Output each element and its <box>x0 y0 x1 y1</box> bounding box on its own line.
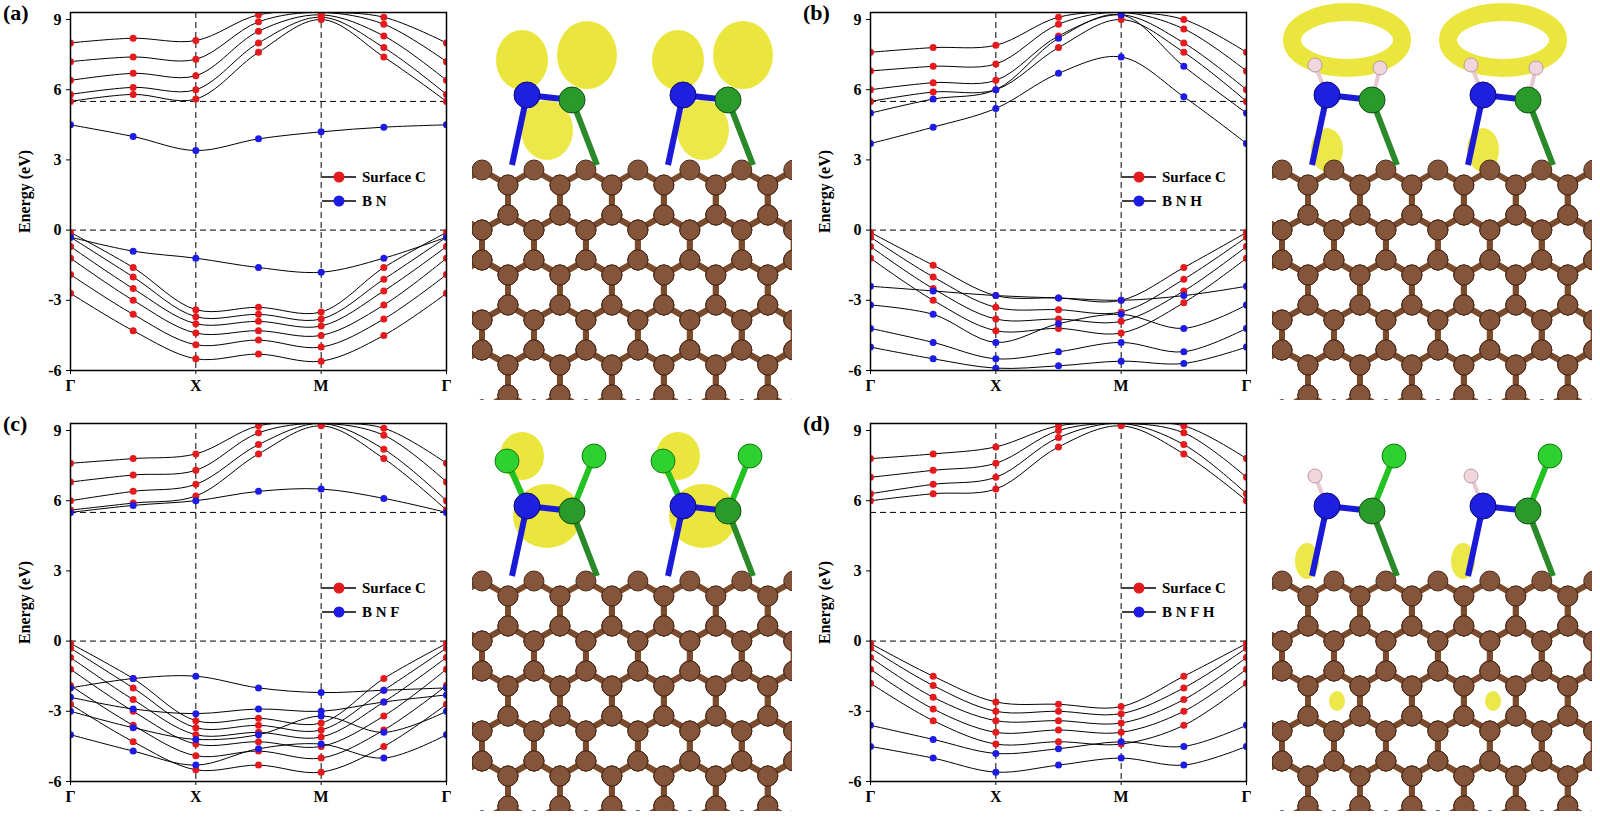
svg-text:Energy (eV): Energy (eV) <box>816 561 834 644</box>
svg-text:-3: -3 <box>848 291 861 308</box>
svg-text:X: X <box>190 788 202 805</box>
html-text:(d): (d) <box>803 411 830 436</box>
svg-text:Γ: Γ <box>1241 788 1251 805</box>
svg-text:M: M <box>1114 377 1129 394</box>
html-text:Surface C: Surface C <box>362 579 426 596</box>
svg-text:Γ: Γ <box>865 377 875 394</box>
svg-text:-6: -6 <box>848 362 861 379</box>
svg-text:9: 9 <box>854 422 862 439</box>
svg-text:3: 3 <box>54 151 62 168</box>
svg-text:X: X <box>990 377 1002 394</box>
svg-text:-6: -6 <box>848 773 861 790</box>
html-text:(b): (b) <box>803 0 830 25</box>
html-text:(c): (c) <box>3 411 28 436</box>
svg-text:-6: -6 <box>48 362 61 379</box>
svg-text:M: M <box>1114 788 1129 805</box>
svg-text:Γ: Γ <box>441 788 451 805</box>
svg-text:Γ: Γ <box>441 377 451 394</box>
html-text:(a): (a) <box>3 0 29 25</box>
svg-text:0: 0 <box>854 221 862 238</box>
svg-text:-3: -3 <box>848 702 861 719</box>
html-text:B N F H: B N F H <box>1162 603 1215 620</box>
html-text:B N H: B N H <box>1162 192 1202 209</box>
svg-text:3: 3 <box>54 562 62 579</box>
svg-text:M: M <box>314 788 329 805</box>
svg-text:M: M <box>314 377 329 394</box>
svg-text:6: 6 <box>854 81 862 98</box>
html-text:Surface C: Surface C <box>1162 579 1226 596</box>
svg-text:Γ: Γ <box>65 788 75 805</box>
svg-text:0: 0 <box>54 221 62 238</box>
svg-text:6: 6 <box>54 81 62 98</box>
svg-text:3: 3 <box>854 562 862 579</box>
html-text:B N: B N <box>362 192 387 209</box>
svg-text:9: 9 <box>54 422 62 439</box>
svg-text:X: X <box>190 377 202 394</box>
svg-text:X: X <box>990 788 1002 805</box>
svg-text:6: 6 <box>854 492 862 509</box>
svg-text:Energy (eV): Energy (eV) <box>16 561 34 644</box>
svg-text:Energy (eV): Energy (eV) <box>16 150 34 233</box>
svg-text:-3: -3 <box>48 702 61 719</box>
svg-text:Γ: Γ <box>1241 377 1251 394</box>
html-text:Surface C: Surface C <box>362 168 426 185</box>
svg-text:0: 0 <box>54 632 62 649</box>
svg-text:Energy (eV): Energy (eV) <box>816 150 834 233</box>
svg-text:-3: -3 <box>48 291 61 308</box>
html-text:Surface C: Surface C <box>1162 168 1226 185</box>
svg-text:Γ: Γ <box>65 377 75 394</box>
svg-text:9: 9 <box>854 11 862 28</box>
svg-text:-6: -6 <box>48 773 61 790</box>
svg-text:Γ: Γ <box>865 788 875 805</box>
svg-text:6: 6 <box>54 492 62 509</box>
html-text:B N F: B N F <box>362 603 400 620</box>
svg-text:0: 0 <box>854 632 862 649</box>
svg-text:3: 3 <box>854 151 862 168</box>
svg-text:9: 9 <box>54 11 62 28</box>
